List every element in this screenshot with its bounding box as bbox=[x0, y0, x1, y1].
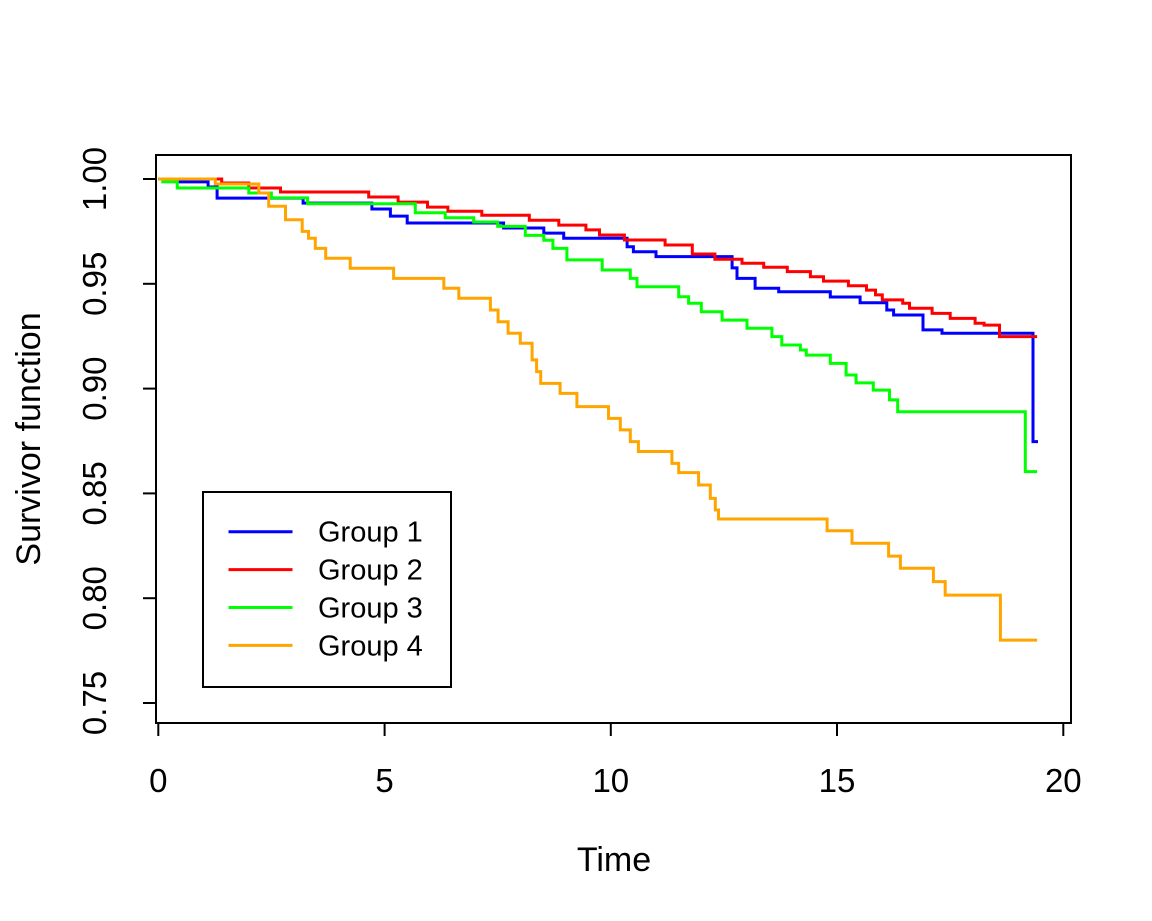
y-axis-title: Survivor function bbox=[10, 312, 48, 565]
y-tick-label: 0.95 bbox=[76, 252, 113, 316]
series-line-group-4 bbox=[158, 177, 1038, 642]
x-tick-label: 15 bbox=[819, 762, 856, 799]
series-line-group-3 bbox=[158, 177, 1038, 474]
x-tick-label: 5 bbox=[375, 762, 393, 799]
legend-box: Group 1 Group 2 Group 3 Group 4 bbox=[202, 491, 452, 688]
y-tick-label: 1.00 bbox=[76, 147, 113, 211]
y-axis-ticks: 0.75 0.80 0.85 0.90 0.95 1.00 bbox=[76, 147, 156, 735]
y-tick-label: 0.75 bbox=[76, 671, 113, 735]
legend-frame bbox=[202, 491, 452, 688]
series-lines bbox=[158, 177, 1038, 642]
plot-frame bbox=[155, 154, 1072, 724]
legend-label: Group 2 bbox=[318, 555, 423, 587]
x-tick-label: 20 bbox=[1045, 762, 1082, 799]
y-tick-label: 0.85 bbox=[76, 461, 113, 525]
series-line-group-2 bbox=[158, 177, 1038, 339]
legend-label: Group 1 bbox=[318, 517, 423, 549]
x-tick-label: 0 bbox=[149, 762, 167, 799]
y-tick-label: 0.80 bbox=[76, 566, 113, 630]
y-tick-label: 0.90 bbox=[76, 356, 113, 420]
legend-label: Group 4 bbox=[318, 630, 423, 662]
legend-label: Group 3 bbox=[318, 593, 423, 625]
x-axis-title: Time bbox=[577, 841, 651, 879]
x-tick-label: 10 bbox=[592, 762, 629, 799]
x-axis-ticks: 0 5 10 15 20 bbox=[149, 723, 1082, 799]
